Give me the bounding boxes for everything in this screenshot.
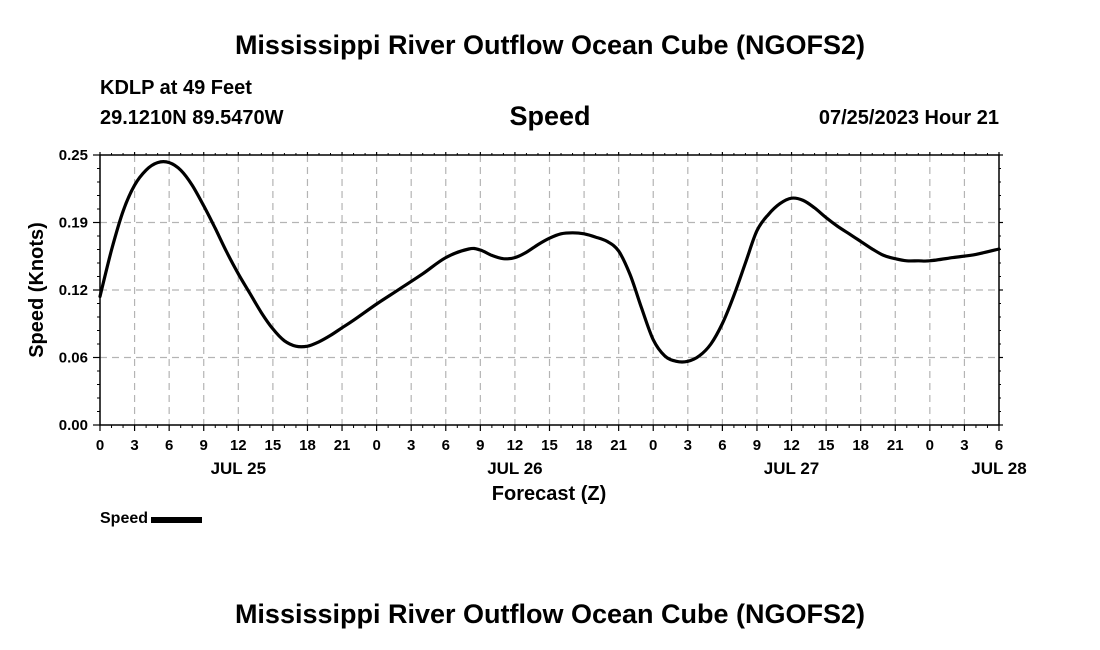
x-tick-label: 3 <box>960 437 968 454</box>
y-axis-title: Speed (Knots) <box>26 222 48 358</box>
x-tick-label: 6 <box>995 437 1003 454</box>
variable-title-text: Speed <box>509 101 591 131</box>
legend-swatch <box>151 517 203 523</box>
x-tick-label: 21 <box>610 437 627 454</box>
x-tick-label: 9 <box>200 437 208 454</box>
x-tick-label: 0 <box>96 437 104 454</box>
x-tick-label: 3 <box>130 437 138 454</box>
x-tick-label: 6 <box>165 437 173 454</box>
coordinates-label: 29.1210N 89.5470W <box>100 107 284 129</box>
station-label: KDLP at 49 Feet <box>100 77 252 99</box>
x-tick-label: 21 <box>334 437 351 454</box>
legend: Speed <box>100 510 203 528</box>
x-tick-label: 21 <box>887 437 904 454</box>
x-tick-label: 12 <box>230 437 247 454</box>
x-tick-label: 0 <box>372 437 380 454</box>
x-tick-label: 15 <box>265 437 282 454</box>
x-tick-label: 18 <box>299 437 316 454</box>
speed-series-line <box>98 160 1001 364</box>
variable-title: Speed <box>0 101 1100 132</box>
date-label: JUL 28 <box>971 459 1026 478</box>
x-tick-label: 15 <box>541 437 558 454</box>
x-tick-label: 6 <box>442 437 450 454</box>
grid-lines <box>100 155 999 425</box>
y-tick-label: 0.12 <box>59 282 88 299</box>
date-label: JUL 25 <box>211 459 266 478</box>
y-tick-label: 0.06 <box>59 350 88 367</box>
forecast-datetime: 07/25/2023 Hour 21 <box>818 107 999 129</box>
date-label: JUL 27 <box>764 459 819 478</box>
x-tick-label: 3 <box>684 437 692 454</box>
x-tick-label: 9 <box>753 437 761 454</box>
axis-ticks <box>93 152 1003 431</box>
x-tick-label: 9 <box>476 437 484 454</box>
date-label: JUL 26 <box>487 459 542 478</box>
x-axis-title: Forecast (Z) <box>492 483 606 505</box>
x-tick-label: 15 <box>818 437 835 454</box>
x-tick-label: 12 <box>507 437 524 454</box>
y-tick-label: 0.25 <box>59 147 88 164</box>
footer-title: Mississippi River Outflow Ocean Cube (NG… <box>234 599 866 629</box>
axis-labels: 0 3 6 9 12 15 18 21 0 3 6 9 12 15 18 21 0 3 6 9 12 15 18 21 0 3 6 J… <box>59 147 1027 478</box>
y-tick-label: 0.00 <box>59 417 88 434</box>
x-tick-label: 18 <box>852 437 869 454</box>
x-tick-label: 0 <box>649 437 657 454</box>
x-tick-label: 6 <box>718 437 726 454</box>
main-title: Mississippi River Outflow Ocean Cube (NG… <box>234 30 866 60</box>
x-tick-label: 0 <box>926 437 934 454</box>
x-tick-label: 18 <box>576 437 593 454</box>
x-tick-label: 3 <box>407 437 415 454</box>
y-tick-label: 0.19 <box>59 215 88 232</box>
legend-label: Speed <box>100 510 149 527</box>
x-tick-label: 12 <box>783 437 800 454</box>
